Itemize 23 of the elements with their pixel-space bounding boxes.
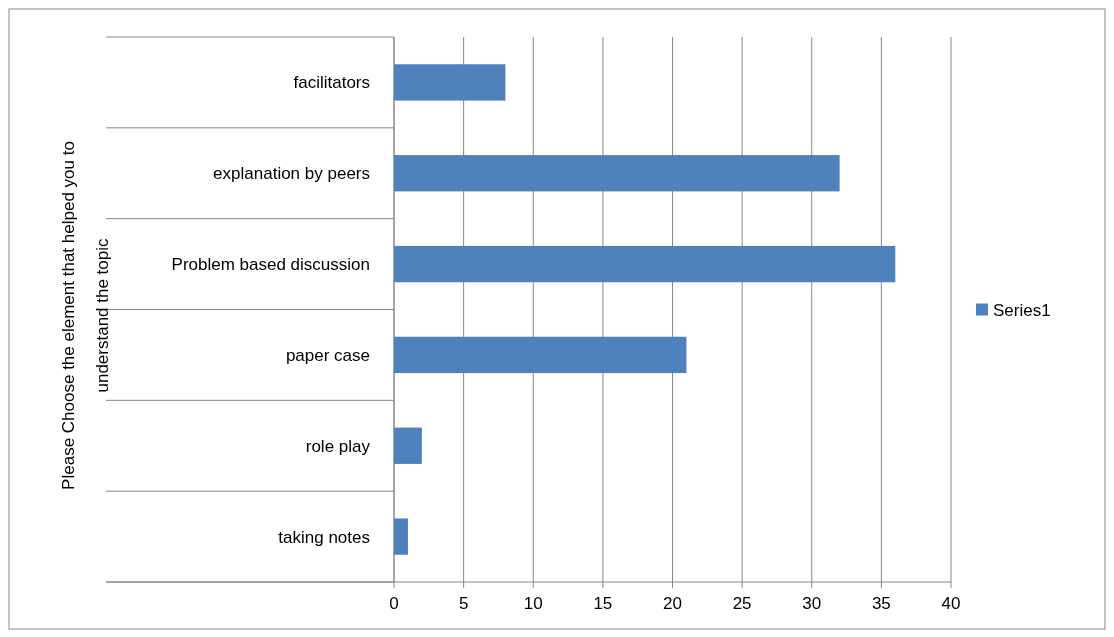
x-tick-label: 5 bbox=[458, 594, 469, 613]
x-tick-label: 15 bbox=[593, 594, 613, 613]
x-tick-label: 10 bbox=[523, 594, 543, 613]
bar bbox=[394, 245, 896, 283]
x-tick-label: 30 bbox=[802, 594, 822, 613]
bar bbox=[394, 64, 506, 101]
bar bbox=[394, 155, 840, 192]
x-tick-label: 0 bbox=[389, 594, 399, 613]
bar bbox=[394, 427, 422, 464]
y-tick-label: paper case bbox=[285, 345, 370, 365]
y-tick-label: explanation by peers bbox=[213, 164, 370, 184]
x-tick-label: 25 bbox=[732, 594, 752, 613]
legend-label: Series1 bbox=[993, 300, 1051, 320]
bar bbox=[394, 336, 687, 374]
y-tick-label: role play bbox=[305, 436, 371, 456]
x-tick-label: 40 bbox=[941, 594, 961, 613]
y-axis-title: Please Choose the element that helped you to understand the topic bbox=[59, 141, 112, 490]
y-tick-label: taking notes bbox=[278, 527, 370, 547]
x-tick-label: 20 bbox=[663, 594, 682, 613]
y-tick-label: facilitators bbox=[293, 73, 370, 93]
bar bbox=[394, 518, 408, 555]
x-tick-label: 35 bbox=[871, 594, 891, 613]
y-tick-label: Problem based discussion bbox=[171, 255, 370, 275]
